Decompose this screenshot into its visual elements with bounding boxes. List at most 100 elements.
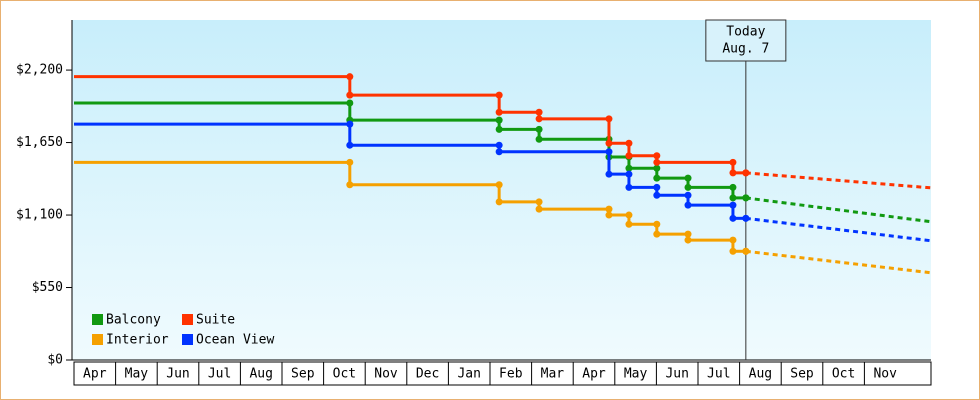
forecast-line [745, 196, 934, 224]
point-marker [684, 201, 692, 209]
point-marker [653, 230, 661, 238]
x-tick-label: Oct [333, 367, 356, 382]
today-box [705, 19, 787, 62]
point-marker [729, 169, 737, 177]
point-marker [625, 152, 633, 160]
step-marker [605, 205, 613, 213]
legend-label: Balcony [106, 313, 161, 328]
step-marker [684, 174, 692, 182]
today-label: Aug. 7 [722, 42, 769, 57]
x-tick-label: May [125, 367, 149, 382]
step-marker [684, 191, 692, 199]
step-marker [346, 158, 354, 166]
x-tick-label: Apr [582, 367, 606, 382]
legend-label: Ocean View [196, 333, 274, 348]
point-marker [729, 247, 737, 255]
x-tick-label: Sep [291, 367, 315, 382]
point-marker [346, 181, 354, 189]
step-marker [495, 181, 503, 189]
point-marker [346, 141, 354, 149]
x-tick-label: Nov [374, 367, 398, 382]
point-marker [495, 198, 503, 206]
y-tick-label: $1,100 [16, 208, 63, 223]
step-marker [495, 91, 503, 99]
point-marker [495, 108, 503, 116]
step-marker [535, 108, 543, 116]
point-marker [742, 194, 750, 202]
point-marker [625, 183, 633, 191]
step-marker [495, 116, 503, 124]
step-marker [684, 230, 692, 238]
step-marker [729, 158, 737, 166]
y-tick-label: $1,650 [16, 135, 63, 150]
y-tick-label: $0 [47, 353, 63, 368]
x-tick-label: Nov [873, 367, 897, 382]
x-tick-label: Jul [208, 367, 231, 382]
point-marker [653, 158, 661, 166]
x-tick-label: Jul [707, 367, 730, 382]
step-marker [346, 99, 354, 107]
point-marker [535, 115, 543, 123]
legend-label: Interior [106, 333, 169, 348]
step-marker [625, 170, 633, 178]
step-marker [625, 211, 633, 219]
point-marker [495, 148, 503, 156]
y-tick-label: $550 [32, 280, 63, 295]
plot-area [72, 20, 931, 360]
x-tick-label: Mar [541, 367, 565, 382]
x-tick-label: Feb [499, 367, 523, 382]
step-marker [605, 148, 613, 156]
point-marker [495, 125, 503, 133]
step-marker [653, 152, 661, 160]
point-marker [729, 214, 737, 222]
point-marker [605, 170, 613, 178]
legend-swatch [182, 314, 193, 325]
point-marker [653, 191, 661, 199]
step-marker [729, 183, 737, 191]
point-marker [742, 247, 750, 255]
x-tick-label: Apr [83, 367, 107, 382]
legend-swatch [92, 334, 103, 345]
point-marker [346, 91, 354, 99]
point-marker [605, 139, 613, 147]
point-marker [684, 183, 692, 191]
legend-label: Suite [196, 313, 235, 328]
point-marker [625, 220, 633, 228]
x-tick-label: Aug [749, 367, 772, 382]
step-marker [495, 141, 503, 149]
x-tick-label: May [624, 367, 648, 382]
point-marker [742, 169, 750, 177]
legend-swatch [182, 334, 193, 345]
step-marker [535, 198, 543, 206]
point-marker [535, 135, 543, 143]
step-marker [653, 164, 661, 172]
step-marker [605, 115, 613, 123]
point-marker [625, 164, 633, 172]
y-tick-label: $2,200 [16, 63, 63, 78]
x-tick-label: Dec [416, 367, 439, 382]
point-marker [729, 194, 737, 202]
legend-swatch [92, 314, 103, 325]
x-tick-label: Oct [832, 367, 855, 382]
x-tick-label: Aug [249, 367, 272, 382]
forecast-line [745, 216, 934, 243]
point-marker [653, 174, 661, 182]
x-tick-label: Sep [790, 367, 814, 382]
step-marker [653, 220, 661, 228]
x-tick-label: Jun [166, 367, 189, 382]
step-marker [729, 201, 737, 209]
point-marker [742, 214, 750, 222]
point-marker [535, 205, 543, 213]
forecast-line [745, 249, 934, 275]
step-marker [535, 125, 543, 133]
step-marker [346, 73, 354, 81]
point-marker [684, 236, 692, 244]
today-label: Today [726, 25, 765, 40]
x-tick-label: Jan [457, 367, 480, 382]
forecast-line [745, 171, 934, 190]
step-marker [625, 139, 633, 147]
point-marker [605, 211, 613, 219]
x-tick-label: Jun [665, 367, 688, 382]
